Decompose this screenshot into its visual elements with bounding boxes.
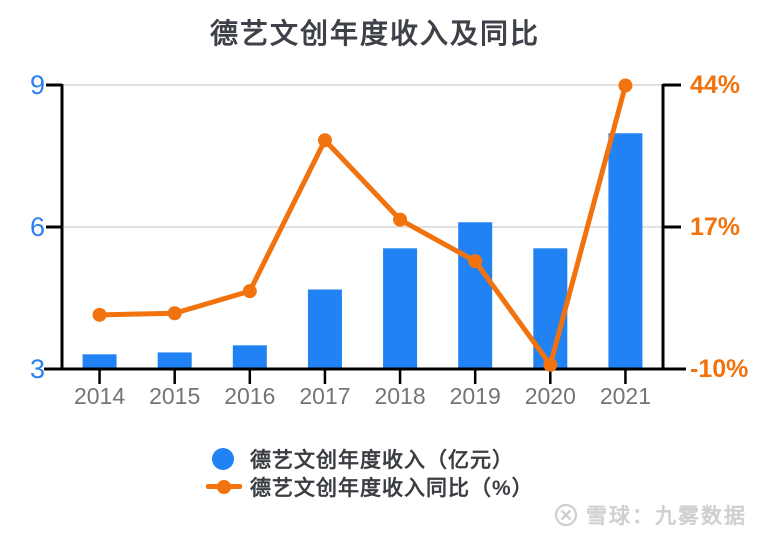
yoy-point-2017 <box>317 133 332 148</box>
x-axis-label-2017: 2017 <box>299 383 350 409</box>
x-axis-label-2021: 2021 <box>600 383 651 409</box>
x-axis-label-2019: 2019 <box>450 383 501 409</box>
bar-2014 <box>82 354 117 369</box>
bar-2019 <box>458 222 493 369</box>
yoy-point-2018 <box>393 212 408 227</box>
x-axis-label-2015: 2015 <box>149 383 200 409</box>
bar-2018 <box>383 248 418 369</box>
bar-2021 <box>608 133 643 369</box>
legend-label-revenue: 德艺文创年度收入（亿元） <box>250 448 514 472</box>
x-axis-label-2018: 2018 <box>374 383 425 409</box>
yoy-point-2019 <box>468 254 483 269</box>
yoy-point-2020 <box>543 357 558 372</box>
yoy-point-2021 <box>618 78 633 93</box>
yoy-line <box>97 83 628 368</box>
right-axis-label-17%: 17% <box>690 213 740 241</box>
yoy-point-2014 <box>92 307 107 322</box>
watermark-text: 雪球：九雾数据 <box>586 505 747 528</box>
yoy-point-2016 <box>242 284 257 299</box>
x-axis-label-2016: 2016 <box>224 383 275 409</box>
x-axis-label-2014: 2014 <box>74 383 125 409</box>
legend-bar-marker-icon <box>212 447 234 470</box>
left-axis-label-9: 9 <box>30 70 45 100</box>
bar-2017 <box>307 289 342 369</box>
watermark: 雪球：九雾数据 <box>554 500 747 530</box>
left-axis-label-6: 6 <box>30 212 45 242</box>
xueqiu-logo-icon <box>554 503 578 527</box>
chart-title: 德艺文创年度收入及同比 <box>209 18 540 49</box>
legend-item-revenue: 德艺文创年度收入（亿元） <box>206 446 534 472</box>
legend-line-marker-icon <box>206 479 242 494</box>
legend: 德艺文创年度收入（亿元） 德艺文创年度收入同比（%） <box>206 446 534 500</box>
bar-2016 <box>232 345 267 369</box>
legend-item-yoy: 德艺文创年度收入同比（%） <box>206 474 534 500</box>
x-axis-label-2020: 2020 <box>525 383 576 409</box>
right-axis-label--10%: -10% <box>690 355 748 383</box>
bar-2015 <box>157 352 192 369</box>
yoy-point-2015 <box>167 306 182 321</box>
legend-label-yoy: 德艺文创年度收入同比（%） <box>250 476 534 500</box>
left-axis-label-3: 3 <box>30 354 45 384</box>
right-axis-label-44%: 44% <box>690 71 740 99</box>
